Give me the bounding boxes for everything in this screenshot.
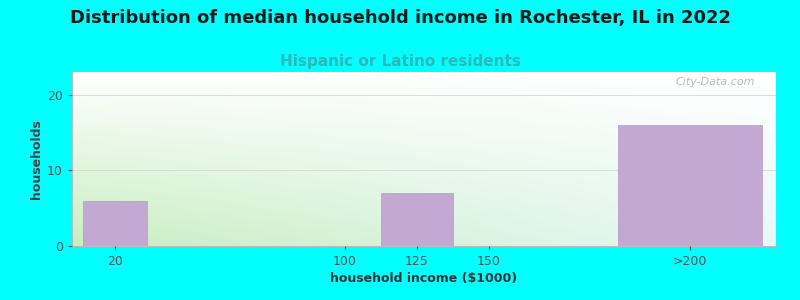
Text: City-Data.com: City-Data.com — [675, 77, 755, 87]
Text: Hispanic or Latino residents: Hispanic or Latino residents — [279, 54, 521, 69]
Bar — [83, 201, 146, 246]
Bar — [618, 125, 762, 246]
X-axis label: household income ($1000): household income ($1000) — [330, 272, 518, 285]
Bar — [381, 193, 453, 246]
Y-axis label: households: households — [30, 119, 43, 199]
Text: Distribution of median household income in Rochester, IL in 2022: Distribution of median household income … — [70, 9, 730, 27]
